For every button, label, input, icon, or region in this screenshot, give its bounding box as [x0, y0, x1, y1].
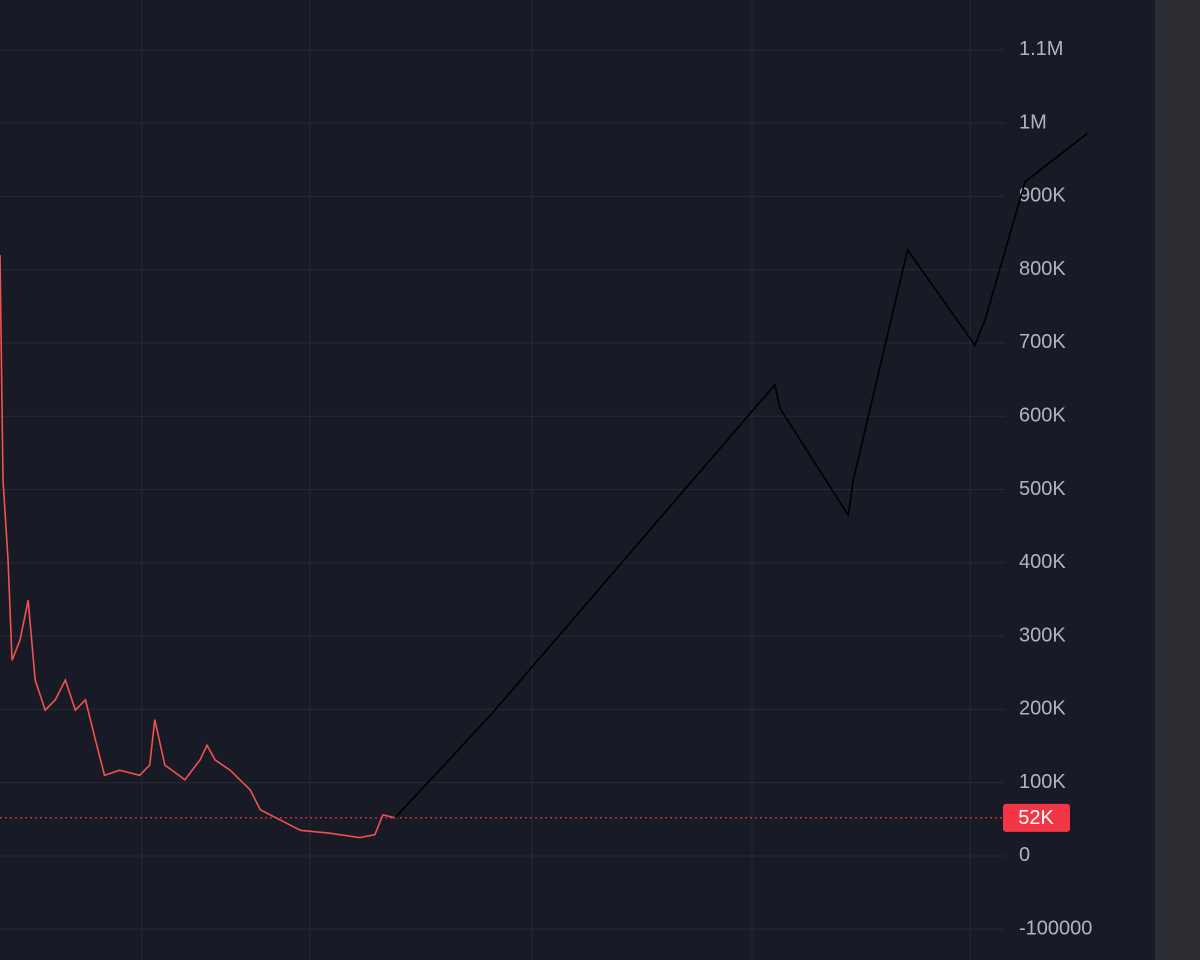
- time-grid: [141, 0, 971, 960]
- y-tick-label: 800K: [1019, 258, 1066, 280]
- y-tick-label: 900K: [1019, 185, 1066, 207]
- price-line-series: [0, 255, 396, 839]
- price-label-box: [1003, 803, 1070, 832]
- y-tick-label: 300K: [1019, 624, 1066, 646]
- y-tick-label: 500K: [1019, 478, 1066, 500]
- y-tick-label: 100K: [1019, 771, 1066, 793]
- price-line-series: [394, 132, 1088, 819]
- y-tick-label: 200K: [1019, 698, 1066, 720]
- y-tick-label: -100000: [1019, 918, 1092, 940]
- y-tick-label: 0: [1019, 844, 1030, 866]
- y-tick-label: 600K: [1019, 405, 1066, 427]
- y-tick-label: 1.1M: [1019, 38, 1063, 60]
- y-tick-label: 1M: [1019, 111, 1047, 133]
- y-tick-label: 400K: [1019, 551, 1066, 573]
- price-label: 52K: [1018, 807, 1054, 829]
- y-tick-label: 700K: [1019, 331, 1066, 353]
- side-panel: [1155, 0, 1200, 960]
